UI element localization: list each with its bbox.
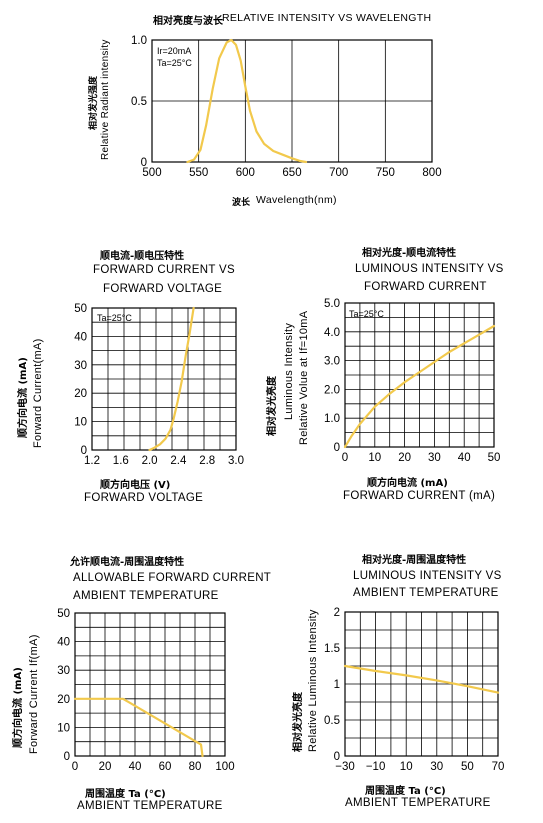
chart3-xtick-label: 10 xyxy=(368,452,381,464)
chart3-ytick-label: 1.0 xyxy=(324,413,340,425)
chart4-xlabel: AMBIENT TEMPERATURE xyxy=(77,800,223,812)
chart2-xtick-label: 2.4 xyxy=(170,455,187,467)
chart3-ytick-label: 5.0 xyxy=(324,298,340,310)
chart4-xtick-label: 60 xyxy=(159,761,172,773)
chart1-xtick-label: 750 xyxy=(376,167,395,179)
chart1-ytick-label: 0.5 xyxy=(131,96,147,108)
chart2-ytick-label: 20 xyxy=(74,388,87,400)
chart4-title-line2: AMBIENT TEMPERATURE xyxy=(73,590,219,602)
chart2-ytick-label: 50 xyxy=(74,303,87,315)
chart5-xtick-label: −30 xyxy=(335,761,355,773)
chart1-xtick-label: 800 xyxy=(422,167,441,179)
chart5-xtick-label: 70 xyxy=(492,761,505,773)
chart5-title-line2: AMBIENT TEMPERATURE xyxy=(353,587,499,599)
chart3-xtick-label: 50 xyxy=(488,452,501,464)
chart2-xtick-label: 2.8 xyxy=(199,455,215,467)
chart2-xtick-label: 3.0 xyxy=(228,455,244,467)
chart5-xtick-label: 10 xyxy=(400,761,413,773)
chart4-ytick-label: 30 xyxy=(57,665,70,677)
chart4-frame xyxy=(74,612,226,757)
chart1-xtick-label: 500 xyxy=(142,167,161,179)
chart3-ytick-label: 0 xyxy=(334,442,340,454)
chart4-ytick-label: 10 xyxy=(57,722,70,734)
chart3-xtick-label: 0 xyxy=(342,452,348,464)
chart2-title-cn: 顺电流-顺电压特性 xyxy=(100,251,185,262)
chart3-title-line1: LUMINOUS INTENSITY VS xyxy=(355,263,504,275)
chart3-ytick-label: 3.0 xyxy=(324,356,340,368)
chart5-series-line xyxy=(343,664,500,694)
chart1-series-line xyxy=(186,38,308,164)
chart2-annotation: Ta=25°C xyxy=(97,313,132,323)
chart4-xlabel-cn: 周围温度 Ta (°C) xyxy=(85,789,166,800)
chart1-xtick-label: 600 xyxy=(236,167,255,179)
chart3-title-line2: FORWARD CURRENT xyxy=(364,281,487,293)
chart5-frame xyxy=(344,611,499,757)
chart3-title-cn: 相对光度-顺电流特性 xyxy=(362,248,457,259)
chart4-ytick-label: 20 xyxy=(57,694,70,706)
chart2-xtick-label: 1.6 xyxy=(113,455,129,467)
chart1-title-cn: 相对亮度与波长 xyxy=(153,16,223,27)
chart4-ytick-label: 0 xyxy=(64,751,70,763)
chart1-annotation: Ir=20mA xyxy=(157,46,191,56)
chart5-ytick-label: 1.5 xyxy=(324,643,340,655)
chart1-ytick-label: 1.0 xyxy=(131,35,147,47)
chart5-xlabel-cn: 周围温度 Ta (°C) xyxy=(365,786,446,797)
chart4-xtick-label: 100 xyxy=(215,761,234,773)
chart4-ytick-label: 40 xyxy=(57,637,70,649)
chart1-annotation: Ta=25°C xyxy=(157,58,192,68)
chart5-ytick-label: 0.5 xyxy=(324,715,340,727)
chart2-series-line xyxy=(148,306,195,452)
chart3-xtick-label: 20 xyxy=(398,452,411,464)
chart4-xtick-label: 40 xyxy=(129,761,142,773)
chart5-ytick-label: 2 xyxy=(334,607,340,619)
chart5-title-line1: LUMINOUS INTENSITY VS xyxy=(353,570,502,582)
chart3-xlabel-cn: 顺方向电流 (mA) xyxy=(367,478,448,489)
chart2-xlabel: FORWARD VOLTAGE xyxy=(84,492,204,504)
chart1-xlabel: Wavelength(nm) xyxy=(256,194,337,206)
chart5-xlabel: AMBIENT TEMPERATURE xyxy=(345,797,491,809)
chart3-xlabel: FORWARD CURRENT (mA) xyxy=(343,490,496,502)
chart2-ytick-label: 30 xyxy=(74,360,87,372)
chart4-title-line1: ALLOWABLE FORWARD CURRENT xyxy=(73,572,272,584)
chart2-frame xyxy=(91,307,237,451)
chart1-xtick-label: 550 xyxy=(189,167,208,179)
chart1-frame xyxy=(151,39,433,163)
chart1-xlabel-cn: 波长 xyxy=(232,198,251,208)
chart2-title-line2: FORWARD VOLTAGE xyxy=(103,283,223,295)
chart4-xtick-label: 0 xyxy=(72,761,78,773)
chart5-title-cn: 相对光度-周围温度特性 xyxy=(362,555,467,566)
chart4-xtick-label: 20 xyxy=(99,761,112,773)
chart4-xtick-label: 80 xyxy=(189,761,202,773)
chart2-title-line1: FORWARD CURRENT VS xyxy=(93,264,235,276)
chart2-ytick-label: 40 xyxy=(74,331,87,343)
chart2-ytick-label: 0 xyxy=(81,445,87,457)
chart2-ytick-label: 10 xyxy=(74,417,87,429)
chart5-xtick-label: 30 xyxy=(430,761,443,773)
chart4-series-line xyxy=(73,697,204,758)
chart5-xtick-label: 50 xyxy=(461,761,474,773)
chart4-ytick-label: 50 xyxy=(57,608,70,620)
chart5-ytick-label: 0 xyxy=(334,751,340,763)
chart1-xtick-label: 700 xyxy=(329,167,348,179)
chart1-xtick-label: 650 xyxy=(282,167,301,179)
chart3-xtick-label: 40 xyxy=(458,452,471,464)
chart3-xtick-label: 30 xyxy=(428,452,441,464)
chart5-xtick-label: −10 xyxy=(366,761,386,773)
chart3-annotation: Ta=25°C xyxy=(349,309,384,319)
chart3-frame xyxy=(344,302,495,448)
chart3-series-line xyxy=(343,324,496,449)
chart2-xtick-label: 2.0 xyxy=(142,455,158,467)
chart1-title: RELATIVE INTENSITY VS WAVELENGTH xyxy=(222,12,432,24)
chart3-ytick-label: 4.0 xyxy=(324,327,340,339)
chart2-xlabel-cn: 顺方向电压 (V) xyxy=(100,480,171,491)
chart1-ytick-label: 0 xyxy=(141,157,147,169)
chart3-ytick-label: 2.0 xyxy=(324,384,340,396)
chart2-xtick-label: 1.2 xyxy=(84,455,100,467)
chart5-ytick-label: 1 xyxy=(334,679,340,691)
chart4-title-cn: 允许顺电流-周围温度特性 xyxy=(70,557,185,568)
